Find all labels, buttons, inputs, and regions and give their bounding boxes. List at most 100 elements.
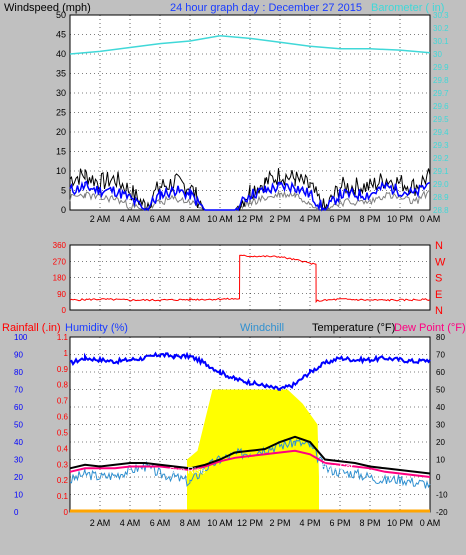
x-tick-label: 4 PM <box>299 214 320 224</box>
humidity-tick-label: 10 <box>14 491 23 500</box>
x-tick-label: 4 AM <box>120 214 141 224</box>
humidity-tick-label: 60 <box>14 403 23 412</box>
humidity-tick-label: 40 <box>14 438 23 447</box>
y-tick-label: 5 <box>61 186 66 196</box>
y-tick-label: 15 <box>56 147 66 157</box>
humidity-tick-label: 0 <box>14 508 19 517</box>
barometer-line <box>69 35 431 55</box>
x-tick-label: 10 AM <box>207 214 233 224</box>
y2-tick-label: 30.2 <box>433 24 449 33</box>
wind-average-line <box>69 180 431 212</box>
temperature-tick-label: 30 <box>436 421 445 430</box>
x-tick-label: 12 PM <box>237 518 263 528</box>
temperature-line <box>69 435 431 475</box>
x-tick-label: 6 PM <box>329 214 350 224</box>
rain-label: Rainfall (.in) <box>2 322 61 334</box>
x-tick-label: 2 PM <box>269 518 290 528</box>
y2-tick-label: 30.1 <box>433 37 449 46</box>
x-tick-label: 10 AM <box>207 518 233 528</box>
y2-tick-label: 29.9 <box>433 63 449 72</box>
y2-tick-label: 28.9 <box>433 193 449 202</box>
y-tick-label: 30 <box>56 88 66 98</box>
y-tick-label: 0 <box>61 205 66 215</box>
compass-label: N <box>435 305 443 317</box>
x-tick-label: 0 AM <box>420 214 441 224</box>
direction-tick-label: 360 <box>53 241 67 250</box>
temperature-tick-label: -10 <box>436 491 448 500</box>
x-tick-label: 0 AM <box>420 518 441 528</box>
header-title: 24 hour graph day : December 27 2015 <box>170 2 362 14</box>
y2-tick-label: 29.4 <box>433 128 449 137</box>
temp-humidity-panel: 010203040506070809010000.10.20.30.40.50.… <box>14 333 448 528</box>
compass-label: W <box>435 256 446 268</box>
rain-tick-label: 1 <box>64 349 69 358</box>
temperature-tick-label: 70 <box>436 351 445 360</box>
sunset-label: Sun Set <box>321 462 354 472</box>
y-tick-label: 20 <box>56 127 66 137</box>
y-tick-label: 25 <box>56 108 66 118</box>
x-tick-label: 4 AM <box>120 518 141 528</box>
humidity-tick-label: 80 <box>14 368 23 377</box>
x-tick-label: 10 PM <box>387 214 413 224</box>
rain-tick-label: 0.3 <box>57 460 69 469</box>
temperature-tick-label: 50 <box>436 386 445 395</box>
header-left-label: Windspeed (mph) <box>4 2 91 14</box>
rain-tick-label: 0.8 <box>57 381 69 390</box>
direction-tick-label: 90 <box>57 290 66 299</box>
y2-tick-label: 29.1 <box>433 167 449 176</box>
y2-tick-label: 30.3 <box>433 11 449 20</box>
rain-tick-label: 0.6 <box>57 413 69 422</box>
x-tick-label: 8 AM <box>180 518 201 528</box>
humidity-tick-label: 70 <box>14 386 23 395</box>
x-tick-label: 10 PM <box>387 518 413 528</box>
compass-label: E <box>435 289 442 301</box>
direction-line <box>69 254 431 304</box>
x-tick-label: 2 AM <box>90 214 111 224</box>
y-tick-label: 50 <box>56 10 66 20</box>
rain-tick-label: 0.9 <box>57 365 69 374</box>
temperature-tick-label: -20 <box>436 508 448 517</box>
humidity-tick-label: 90 <box>14 351 23 360</box>
y2-tick-label: 29.6 <box>433 102 449 111</box>
y2-tick-label: 29.7 <box>433 89 449 98</box>
dewpoint-label: Dew Point (°F) <box>394 322 466 334</box>
humidity-tick-label: 100 <box>14 333 28 342</box>
temperature-tick-label: 20 <box>436 438 445 447</box>
rain-tick-label: 0.4 <box>57 444 69 453</box>
x-tick-label: 4 PM <box>299 518 320 528</box>
rain-tick-label: 0.1 <box>57 492 69 501</box>
x-tick-label: 8 PM <box>359 518 380 528</box>
temperature-tick-label: 60 <box>436 368 445 377</box>
direction-tick-label: 0 <box>62 306 67 315</box>
temperature-tick-label: 10 <box>436 456 445 465</box>
y-tick-label: 35 <box>56 69 66 79</box>
humidity-line <box>69 351 431 391</box>
humidity-label: Humidity (%) <box>65 322 128 334</box>
sunrise-label: Sun Rise <box>169 466 206 476</box>
y2-tick-label: 29.0 <box>433 180 449 189</box>
x-tick-label: 6 AM <box>150 214 171 224</box>
temperature-tick-label: 0 <box>436 473 441 482</box>
x-tick-label: 8 PM <box>359 214 380 224</box>
y2-tick-label: 30 <box>433 50 442 59</box>
wind-baro-panel: 0 5 10 15 20 25 30 35 40 45 50 28.8 28.9 29.0 29.1 29.2… <box>56 10 449 224</box>
rain-tick-label: 0.5 <box>57 428 69 437</box>
temperature-tick-label: 80 <box>436 333 445 342</box>
humidity-tick-label: 20 <box>14 473 23 482</box>
rain-tick-label: 1.1 <box>57 333 69 342</box>
compass-label: N <box>435 240 443 252</box>
y2-tick-label: 29.5 <box>433 115 449 124</box>
dewpoint-line <box>69 449 431 478</box>
humidity-tick-label: 50 <box>14 421 23 430</box>
rain-tick-label: 0 <box>64 508 69 517</box>
x-tick-label: 6 PM <box>329 518 350 528</box>
y2-tick-label: 29.2 <box>433 154 449 163</box>
direction-tick-label: 270 <box>53 257 67 266</box>
y2-tick-label: 29.3 <box>433 141 449 150</box>
rain-tick-label: 0.7 <box>57 397 69 406</box>
x-tick-label: 2 PM <box>269 214 290 224</box>
rain-tick-label: 0.2 <box>57 476 69 485</box>
humidity-tick-label: 30 <box>14 456 23 465</box>
temperature-label: Temperature (°F) <box>312 322 395 334</box>
